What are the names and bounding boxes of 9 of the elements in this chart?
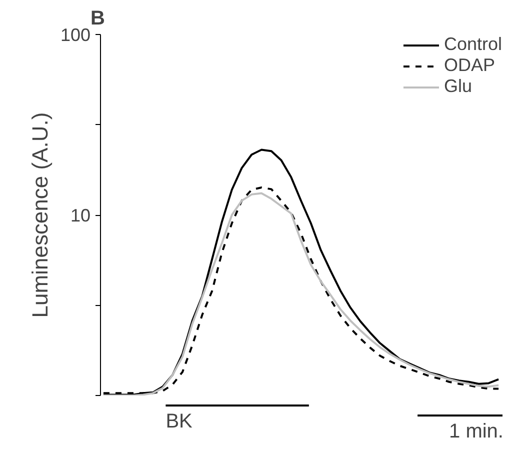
legend-label: Control bbox=[444, 34, 502, 55]
y-tick-label: 100 bbox=[60, 25, 91, 45]
legend-label: ODAP bbox=[444, 55, 495, 76]
y-axis-title: Luminescence (A.U.) bbox=[27, 112, 52, 318]
chart-title: B bbox=[90, 8, 105, 30]
y-tick-label: 10 bbox=[70, 206, 91, 226]
legend-label: Glu bbox=[444, 76, 472, 97]
text: 1 min. bbox=[449, 420, 504, 442]
text: BK bbox=[166, 410, 194, 432]
